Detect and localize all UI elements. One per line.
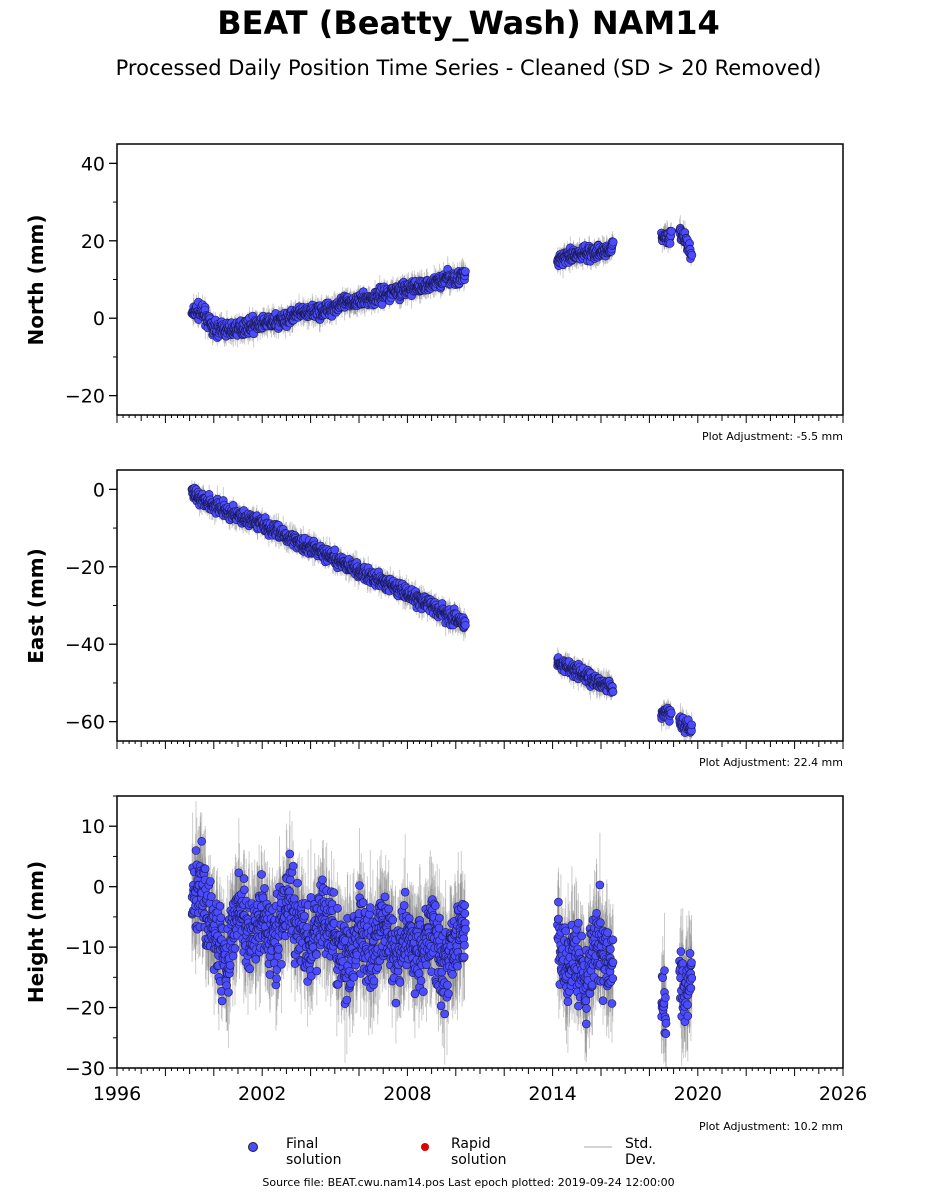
north-ytick-label: −20 [65,386,105,408]
east-point [608,687,618,697]
north-ylabel: North (mm) [24,214,48,345]
north-point [608,237,618,247]
north-point [667,226,676,236]
east-ytick-label: −60 [65,712,105,734]
east-point [666,708,676,718]
east-point [461,620,470,630]
east-ytick-label: −20 [65,557,105,579]
chart-title: BEAT (Beatty_Wash) NAM14 [217,4,720,42]
north-ytick-label: 0 [93,308,105,330]
north-ytick-label: 20 [81,231,105,253]
north-axes-frame [116,143,844,416]
north-adjustment-note: Plot Adjustment: -5.5 mm [702,430,843,443]
north-data-group [187,215,697,348]
east-ytick-label: −40 [65,634,105,656]
east-ytick-label: 0 [93,479,105,501]
east-ylabel: East (mm) [24,548,48,664]
east-data-group [187,480,697,741]
north-point [687,250,697,260]
north-point [461,267,470,276]
height-data-group [187,801,697,1068]
north-ytick-label: 40 [81,153,105,175]
north-point [665,239,675,248]
chart-subtitle: Processed Daily Position Time Series - C… [115,56,822,80]
east-point [687,720,697,730]
east-adjustment-note: Plot Adjustment: 22.4 mm [699,756,843,769]
east-point [330,545,340,555]
